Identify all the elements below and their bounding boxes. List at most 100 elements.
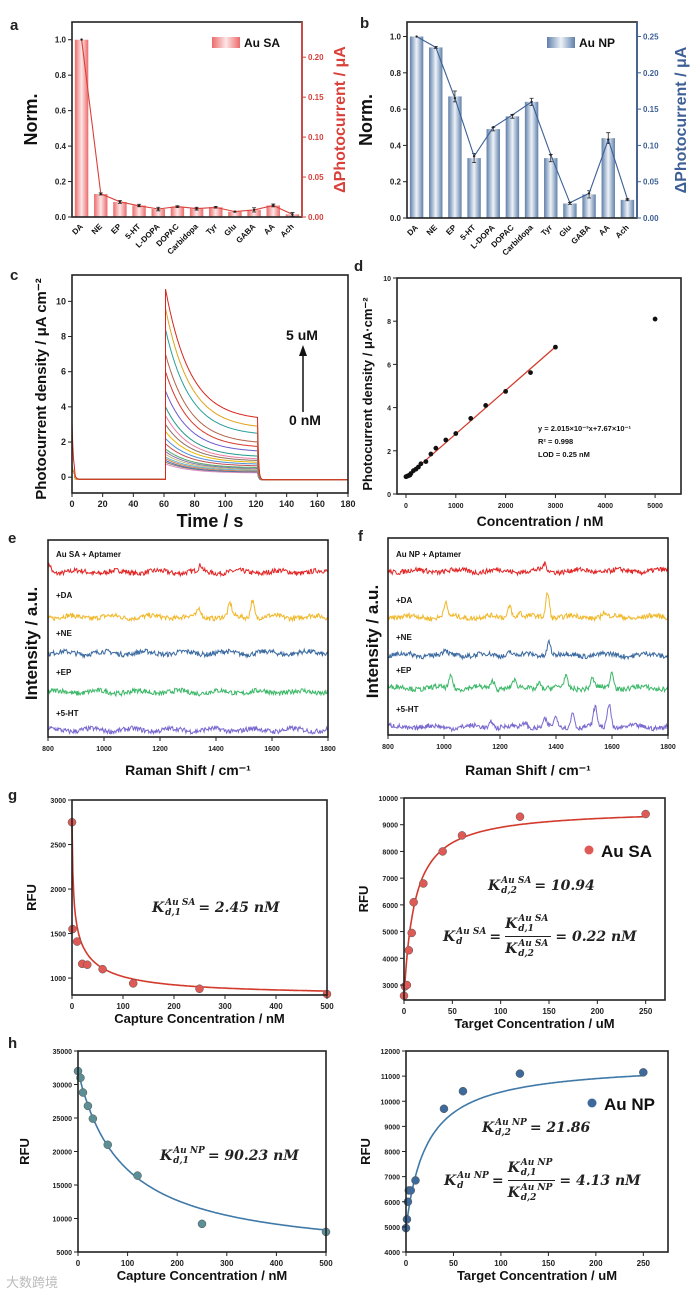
y-axis-label: RFU [356, 886, 371, 913]
line-point [530, 100, 533, 104]
k-subscript: d,1 [518, 924, 534, 934]
y-tick-label: 0.20 [308, 53, 324, 62]
y-tick-label: 6 [61, 367, 66, 377]
y-tick-label: 0.10 [308, 133, 324, 142]
line-point [453, 97, 457, 100]
x-tick-label: 400 [270, 1259, 284, 1268]
y-tick-label: 10 [383, 276, 391, 283]
transient-curve [71, 437, 348, 481]
bar-L-DOPA [486, 129, 500, 218]
legend-label: Au SA [244, 36, 280, 50]
y-tick-label: 5000 [382, 930, 398, 937]
data-point [443, 437, 449, 443]
k-symbol: K [507, 1185, 520, 1201]
y-axis-label: RFU [17, 1138, 32, 1165]
panel-label-c: c [10, 267, 18, 284]
x-tick-label: 200 [167, 1002, 181, 1011]
data-point [652, 316, 658, 322]
data-point [438, 847, 447, 856]
data-point [128, 979, 138, 988]
plot-frame [71, 274, 349, 494]
x-tick-label: 0 [404, 1259, 409, 1268]
x-tick-label: 50 [448, 1007, 457, 1016]
chart-f: Au NP + Aptamer +DA +NE +EP +5-HT 800 1000 1200… [363, 537, 676, 778]
data-point [78, 1088, 88, 1097]
k-value: = 90.23 nM [207, 1148, 299, 1164]
y-tick-label: 0.00 [308, 213, 324, 222]
kd1-au-sa-annotation: K Au SA d,1 = 2.45 nM [152, 898, 280, 918]
bar-DOPAC [505, 116, 520, 218]
k-superscript: Au NP [495, 1118, 527, 1128]
legend-marker [584, 845, 594, 855]
line-point [176, 205, 179, 208]
k-subscript: d,1 [520, 1168, 537, 1178]
y-tick-label: 0.00 [643, 214, 659, 223]
y-axis-label: Intensity / a.u. [22, 587, 41, 700]
panel-label-f: f [358, 528, 364, 545]
y-tick-label: 7000 [384, 1175, 400, 1182]
bar-5-HT [132, 205, 146, 217]
y-tick-label: 12000 [381, 1049, 401, 1056]
x-axis-label: Target Concentration / uM [454, 1016, 614, 1031]
k-symbol: K [482, 1120, 495, 1136]
fraction-numerator: K Au SA d,1 [505, 914, 552, 937]
trace-label: +EP [396, 666, 412, 675]
fraction-numerator: K Au NP d,1 [507, 1158, 556, 1181]
data-point [457, 831, 467, 840]
y-tick-label: 0.2 [390, 178, 402, 187]
chart-h2: 0 50 100 150 200 250 4000 5000 6000 7000 8000 9000 1… [358, 1049, 669, 1283]
bar-AA [266, 205, 280, 217]
transient-curve [71, 450, 348, 481]
fraction-denominator: K Au NP d,2 [508, 1183, 556, 1203]
raman-spectrum [387, 638, 669, 661]
k-indices: Au NP d,1 [521, 1158, 553, 1178]
x-tick-label: 800 [42, 746, 54, 753]
y-tick-label: 1.0 [55, 36, 67, 45]
x-category-label: AA [597, 223, 612, 238]
x-tick-label: 1000 [96, 746, 112, 753]
y-tick-label: 20000 [53, 1150, 73, 1157]
y-tick-label: 1000 [50, 976, 66, 983]
data-point [458, 1086, 468, 1096]
k-superscript: Au SA [518, 914, 549, 924]
panel-label-b: b [360, 15, 369, 32]
y-tick-label: 6 [387, 362, 391, 369]
y-tick-label: 25000 [53, 1116, 73, 1123]
kd2-au-np-annotation: K Au NP d,2 = 21.86 [482, 1118, 590, 1138]
y-tick-label: 8000 [382, 849, 398, 856]
transient-curve [71, 289, 348, 481]
y-tick-label: 0.20 [643, 69, 659, 78]
raman-spectrum [387, 704, 669, 733]
bar-AA [601, 138, 615, 218]
k-subscript: d,2 [501, 886, 517, 896]
x-tick-label: 1400 [548, 744, 564, 751]
data-point [98, 964, 107, 974]
panel-label-e: e [8, 530, 16, 547]
y-tick-label: 8000 [384, 1150, 400, 1157]
legend-label: Au SA [601, 842, 652, 861]
fit-annotation: LOD = 0.25 nM [538, 450, 590, 459]
panel-label-d: d [354, 258, 363, 275]
x-tick-label: 100 [116, 1002, 130, 1011]
data-point [406, 1186, 415, 1195]
x-tick-label: 1000 [436, 744, 452, 751]
x-tick-label: 0 [70, 1002, 75, 1011]
k-superscript: Au NP [173, 1146, 205, 1156]
k-value: = 21.86 [529, 1120, 591, 1136]
data-point [133, 1171, 142, 1180]
x-tick-label: 150 [542, 1259, 556, 1268]
bar-L-DOPA [151, 209, 165, 217]
line-point [492, 126, 495, 129]
y-tick-label: 0.05 [308, 173, 324, 182]
chart-e: Au SA + Aptamer +DA +NE +EP +5-HT 800 1000 1200… [22, 539, 336, 778]
transient-curve [71, 457, 348, 481]
y-tick-label: 0.8 [55, 71, 67, 80]
raman-spectrum [387, 591, 669, 623]
x-category-label: AA [262, 222, 277, 237]
k-superscript: Au SA [456, 926, 487, 937]
bar-NE [429, 47, 443, 218]
bar-NE [94, 193, 108, 217]
x-tick-label: 1600 [264, 746, 280, 753]
k-subscript: d,2 [495, 1128, 511, 1138]
k-superscript: Au NP [457, 1170, 489, 1181]
